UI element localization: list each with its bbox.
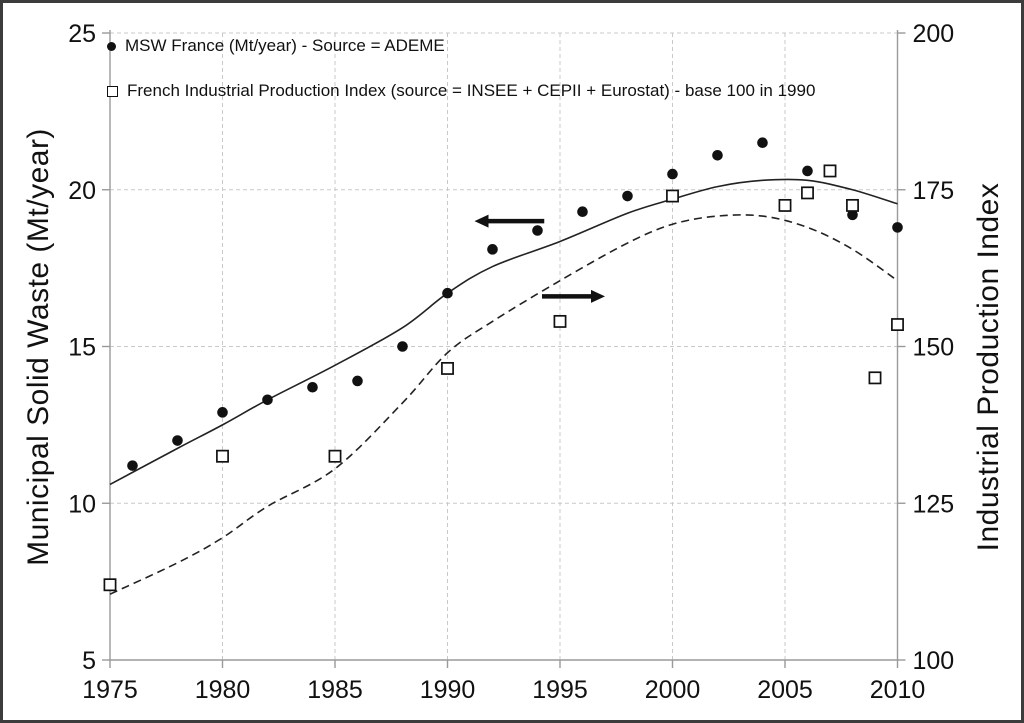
data-point-ipi <box>441 361 454 375</box>
data-point-ipi <box>778 198 792 212</box>
chart-canvas: 25 20 15 10 5 200 175 150 125 100 1975 1980 1985 1990… <box>68 20 955 704</box>
trend-line-msw-trend <box>109 178 898 486</box>
legend: MSW France (Mt/year) - Source = ADEME Fr… <box>107 31 815 121</box>
data-point-ipi <box>328 449 342 463</box>
x-tick-label: 1990 <box>420 676 476 704</box>
data-point-msw <box>262 394 273 406</box>
x-tick-label: 1985 <box>307 676 363 704</box>
data-point-ipi <box>868 371 882 385</box>
data-point-msw <box>217 407 228 418</box>
y-left-tick-label: 20 <box>68 177 96 205</box>
data-point-ipi <box>216 449 229 463</box>
data-point-ipi <box>666 189 679 203</box>
y-left-tick-label: 25 <box>68 20 96 48</box>
data-point-msw <box>352 375 363 387</box>
data-point-msw <box>172 435 183 446</box>
data-point-ipi <box>823 164 837 178</box>
data-point-msw <box>577 206 588 217</box>
y-right-tick-label: 100 <box>913 647 955 675</box>
legend-label-msw: MSW France (Mt/year) - Source = ADEME <box>125 36 445 55</box>
data-point-msw <box>307 381 318 393</box>
data-point-msw <box>712 149 723 161</box>
data-point-msw <box>757 137 768 149</box>
left-arrow-head <box>474 214 489 228</box>
data-point-msw <box>397 341 408 352</box>
x-tick-label: 1995 <box>532 676 588 704</box>
open-square-icon <box>107 85 118 97</box>
legend-item-ipi: French Industrial Production Index (sour… <box>107 76 815 106</box>
x-tick-label: 2005 <box>757 676 813 704</box>
data-point-msw <box>442 287 453 299</box>
data-point-msw <box>802 165 813 177</box>
x-tick-label: 2010 <box>870 676 926 704</box>
data-point-ipi <box>103 578 117 592</box>
data-point-ipi <box>553 314 567 328</box>
data-point-msw <box>847 209 858 221</box>
x-tick-label: 2000 <box>645 676 701 704</box>
y-right-tick-label: 200 <box>913 20 955 48</box>
data-point-ipi <box>891 318 904 332</box>
y-right-axis-title: Industrial Production Index <box>972 182 1005 552</box>
x-tick-label: 1975 <box>82 676 138 704</box>
data-point-msw <box>667 168 678 180</box>
y-left-axis-title: Municipal Solid Waste (Mt/year) <box>22 128 55 566</box>
data-point-msw <box>622 190 633 202</box>
x-tick-label: 1980 <box>195 676 251 704</box>
legend-item-msw: MSW France (Mt/year) - Source = ADEME <box>107 31 815 61</box>
data-point-ipi <box>846 198 859 212</box>
y-right-tick-label: 175 <box>913 177 955 205</box>
legend-label-ipi: French Industrial Production Index (sour… <box>127 81 816 100</box>
data-point-msw <box>532 225 543 236</box>
data-point-msw <box>892 222 903 233</box>
y-left-tick-label: 5 <box>82 647 96 675</box>
y-right-tick-label: 150 <box>913 334 955 362</box>
right-arrow-head <box>591 289 605 303</box>
data-point-ipi <box>801 186 814 200</box>
filled-circle-icon <box>107 41 116 51</box>
trend-line-ipi-trend <box>109 214 898 595</box>
data-point-msw <box>127 460 138 471</box>
data-point-msw <box>487 244 498 255</box>
y-right-tick-label: 125 <box>913 490 955 518</box>
y-left-tick-label: 15 <box>68 334 96 362</box>
y-left-tick-label: 10 <box>68 490 96 518</box>
